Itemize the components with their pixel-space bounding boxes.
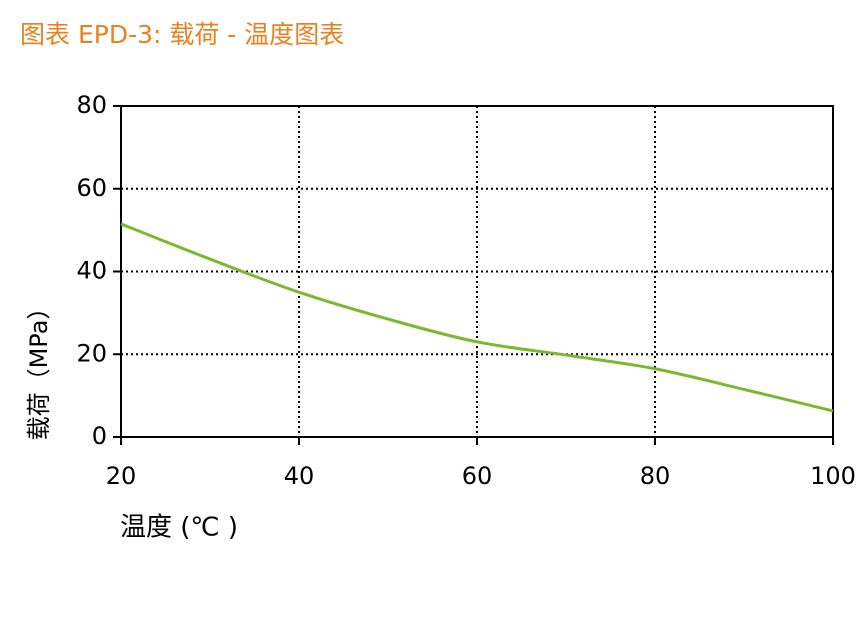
x-tick-label: 80	[640, 462, 671, 490]
y-axis-label: 载荷（MPa）	[25, 296, 53, 441]
x-axis-label: 温度 (℃ )	[120, 513, 238, 543]
x-tick-label: 100	[810, 462, 856, 490]
y-tick-label: 80	[76, 91, 107, 119]
x-tick-label: 40	[284, 462, 315, 490]
y-tick-label: 0	[92, 422, 107, 450]
y-tick-label: 60	[76, 174, 107, 202]
y-tick-label: 20	[76, 339, 107, 367]
chart-title: 图表 EPD-3: 载荷 - 温度图表	[20, 20, 344, 49]
x-tick-label: 20	[106, 462, 137, 490]
x-tick-label: 60	[462, 462, 493, 490]
data-line	[120, 222, 834, 413]
y-tick-label: 40	[76, 257, 107, 285]
plot-frame	[120, 105, 834, 438]
